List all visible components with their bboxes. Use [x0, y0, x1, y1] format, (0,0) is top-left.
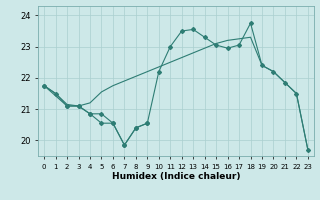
X-axis label: Humidex (Indice chaleur): Humidex (Indice chaleur): [112, 172, 240, 181]
